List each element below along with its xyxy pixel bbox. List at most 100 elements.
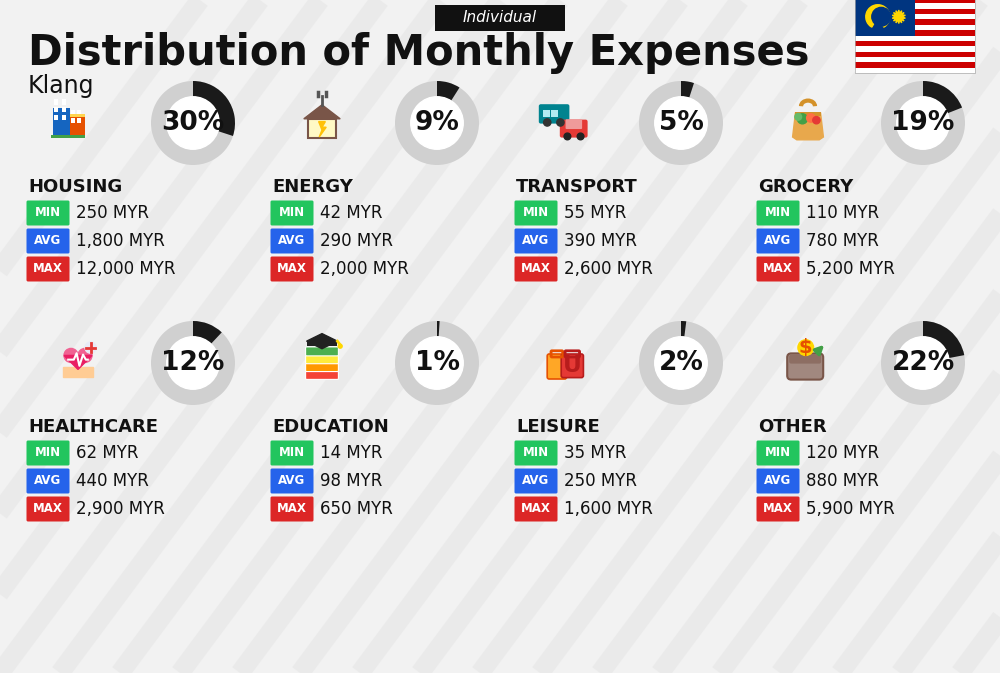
FancyBboxPatch shape: [855, 57, 975, 63]
FancyBboxPatch shape: [62, 114, 66, 120]
Text: MAX: MAX: [763, 262, 793, 275]
Circle shape: [797, 114, 807, 124]
Wedge shape: [923, 81, 962, 113]
Text: 1,600 MYR: 1,600 MYR: [564, 500, 653, 518]
Circle shape: [897, 336, 949, 389]
FancyBboxPatch shape: [787, 353, 823, 380]
Text: MAX: MAX: [521, 262, 551, 275]
FancyBboxPatch shape: [566, 119, 582, 129]
Wedge shape: [151, 81, 235, 165]
Text: MIN: MIN: [35, 446, 61, 460]
FancyBboxPatch shape: [855, 36, 975, 41]
Text: Klang: Klang: [28, 74, 94, 98]
Circle shape: [411, 336, 463, 389]
FancyBboxPatch shape: [71, 110, 75, 116]
Circle shape: [85, 342, 96, 353]
Text: 780 MYR: 780 MYR: [806, 232, 879, 250]
Text: HOUSING: HOUSING: [28, 178, 122, 196]
FancyBboxPatch shape: [855, 25, 975, 30]
FancyBboxPatch shape: [26, 229, 70, 254]
FancyBboxPatch shape: [26, 441, 70, 466]
Text: AVG: AVG: [764, 234, 792, 248]
Circle shape: [813, 116, 820, 124]
Text: MIN: MIN: [35, 207, 61, 219]
FancyBboxPatch shape: [855, 14, 975, 20]
FancyBboxPatch shape: [539, 104, 569, 124]
Text: 30%: 30%: [161, 110, 225, 136]
Text: 9%: 9%: [415, 110, 459, 136]
Wedge shape: [681, 321, 686, 337]
Circle shape: [557, 119, 564, 126]
Wedge shape: [193, 81, 235, 136]
FancyBboxPatch shape: [26, 468, 70, 493]
Text: 14 MYR: 14 MYR: [320, 444, 382, 462]
Text: MAX: MAX: [277, 262, 307, 275]
FancyBboxPatch shape: [855, 46, 975, 52]
FancyBboxPatch shape: [26, 256, 70, 281]
Text: MAX: MAX: [33, 503, 63, 516]
Wedge shape: [866, 5, 890, 27]
FancyBboxPatch shape: [561, 354, 583, 378]
Text: 2,000 MYR: 2,000 MYR: [320, 260, 409, 278]
FancyBboxPatch shape: [62, 107, 66, 112]
FancyBboxPatch shape: [757, 441, 800, 466]
FancyBboxPatch shape: [307, 341, 337, 346]
FancyBboxPatch shape: [270, 256, 314, 281]
FancyBboxPatch shape: [514, 201, 558, 225]
Text: HEALTHCARE: HEALTHCARE: [28, 418, 158, 436]
FancyBboxPatch shape: [514, 468, 558, 493]
Text: 120 MYR: 120 MYR: [806, 444, 879, 462]
FancyBboxPatch shape: [789, 355, 821, 363]
FancyBboxPatch shape: [855, 41, 975, 46]
FancyBboxPatch shape: [54, 107, 58, 112]
FancyBboxPatch shape: [53, 108, 70, 137]
Text: MIN: MIN: [765, 446, 791, 460]
Text: 390 MYR: 390 MYR: [564, 232, 637, 250]
Wedge shape: [437, 321, 440, 336]
Circle shape: [564, 133, 571, 140]
Text: 42 MYR: 42 MYR: [320, 204, 382, 222]
Text: 1%: 1%: [415, 350, 460, 376]
Text: MAX: MAX: [33, 262, 63, 275]
Text: 55 MYR: 55 MYR: [564, 204, 626, 222]
Circle shape: [411, 97, 463, 149]
Text: 250 MYR: 250 MYR: [564, 472, 637, 490]
Polygon shape: [793, 113, 823, 140]
Circle shape: [655, 97, 707, 149]
FancyBboxPatch shape: [514, 229, 558, 254]
Circle shape: [64, 349, 78, 363]
Text: 98 MYR: 98 MYR: [320, 472, 382, 490]
Text: 880 MYR: 880 MYR: [806, 472, 879, 490]
Circle shape: [78, 349, 92, 363]
FancyBboxPatch shape: [77, 110, 81, 116]
FancyBboxPatch shape: [26, 497, 70, 522]
Polygon shape: [892, 10, 905, 24]
FancyBboxPatch shape: [551, 110, 558, 117]
Text: ENERGY: ENERGY: [272, 178, 353, 196]
Text: MAX: MAX: [277, 503, 307, 516]
FancyBboxPatch shape: [855, 30, 975, 36]
Text: AVG: AVG: [278, 234, 306, 248]
FancyBboxPatch shape: [71, 118, 75, 123]
Wedge shape: [681, 81, 694, 98]
Wedge shape: [193, 321, 222, 344]
Text: AVG: AVG: [522, 234, 550, 248]
FancyBboxPatch shape: [308, 119, 336, 139]
Circle shape: [795, 114, 802, 120]
Circle shape: [167, 97, 219, 149]
Circle shape: [577, 133, 584, 140]
FancyBboxPatch shape: [514, 441, 558, 466]
Circle shape: [798, 340, 814, 355]
FancyBboxPatch shape: [435, 5, 565, 31]
FancyBboxPatch shape: [855, 52, 975, 57]
FancyBboxPatch shape: [270, 468, 314, 493]
Text: 35 MYR: 35 MYR: [564, 444, 626, 462]
FancyBboxPatch shape: [51, 135, 85, 139]
Text: MIN: MIN: [765, 207, 791, 219]
Text: AVG: AVG: [764, 474, 792, 487]
FancyBboxPatch shape: [855, 20, 975, 25]
Text: 62 MYR: 62 MYR: [76, 444, 138, 462]
Text: MIN: MIN: [523, 446, 549, 460]
Polygon shape: [64, 355, 92, 369]
Text: 5,900 MYR: 5,900 MYR: [806, 500, 895, 518]
